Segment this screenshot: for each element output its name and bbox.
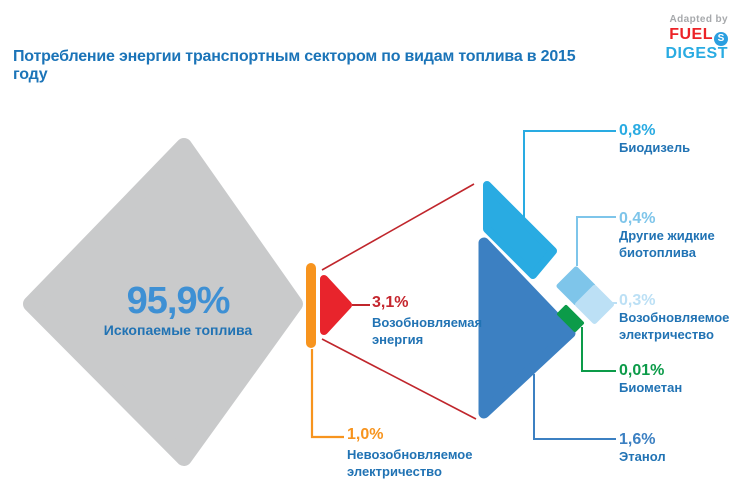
- nonrenewable-percent: 1,0%: [347, 426, 384, 443]
- fan-line-top: [321, 183, 475, 271]
- logo-digest-text: DIGEST: [665, 45, 728, 62]
- biomethane-label: Биометан: [619, 380, 683, 395]
- nonrenewable-label: Невозобновляемое электричество: [347, 447, 473, 479]
- biomethane-sliver: [557, 305, 584, 332]
- fossil-fuels-diamond: [23, 138, 303, 466]
- connector-other-biofuels: [576, 216, 616, 266]
- connector-ethanol: [533, 374, 616, 440]
- other-biofuels-label: Другие жидкие биотоплива: [619, 228, 715, 260]
- renewable-percent: 3,1%: [372, 294, 409, 311]
- page-title: Потребление энергии транспортным секторо…: [13, 48, 576, 83]
- ethanol-percent: 1,6%: [619, 431, 656, 448]
- connector-biomethane: [581, 327, 616, 372]
- ethanol-triangle: [478, 237, 576, 419]
- renewable-electricity-label: Возобновляемое электричество: [619, 310, 730, 342]
- renewable-electricity-diamond: [575, 285, 614, 324]
- logo-adapted-by: Adapted by: [669, 14, 728, 25]
- biodiesel-band: [483, 181, 557, 279]
- biomethane-percent: 0,01%: [619, 362, 665, 379]
- connector-biodiesel: [523, 130, 616, 222]
- renewable-electricity-percent: 0,3%: [619, 292, 656, 309]
- renewable-energy-triangle: [320, 275, 352, 335]
- biodiesel-label: Биодизель: [619, 140, 691, 155]
- other-biofuels-percent: 0,4%: [619, 210, 656, 227]
- nonrenewable-electricity-bar: [306, 263, 316, 348]
- fuels-digest-logo: Adapted by FUEL S DIGEST: [638, 12, 728, 62]
- fan-line-bottom: [321, 338, 477, 420]
- fossil-label: Ископаемые топлива: [103, 322, 253, 338]
- logo-fuel-line: FUEL S: [638, 27, 728, 46]
- ethanol-label: Этанол: [619, 449, 666, 464]
- biodiesel-percent: 0,8%: [619, 122, 656, 139]
- logo-s-icon: S: [714, 32, 728, 46]
- logo-fuel-text: FUEL: [669, 26, 713, 43]
- connector-nonrenewable: [310, 349, 344, 439]
- renewable-label: Возобновляемая энергия: [372, 315, 483, 347]
- fossil-percent: 95,9%: [126, 280, 231, 322]
